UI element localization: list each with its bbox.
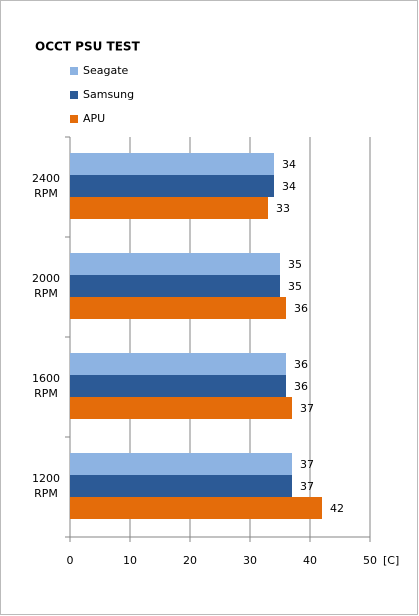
bar (70, 297, 286, 319)
bar (70, 453, 292, 475)
data-label: 34 (282, 180, 296, 193)
legend-label: Seagate (83, 64, 129, 77)
data-label: 34 (282, 158, 296, 171)
data-label: 35 (288, 280, 302, 293)
bar (70, 353, 286, 375)
x-axis-label: [C] (383, 554, 399, 567)
y-tick-label: 2400 RPM (32, 172, 60, 200)
x-tick-label: 40 (303, 554, 317, 567)
data-label: 36 (294, 380, 308, 393)
data-label: 42 (330, 502, 344, 515)
data-label: 36 (294, 302, 308, 315)
data-label: 37 (300, 480, 314, 493)
legend-swatch (70, 67, 78, 75)
legend-label: APU (83, 112, 105, 125)
y-tick-label: 1200 RPM (32, 472, 60, 500)
legend-label: Samsung (83, 88, 134, 101)
x-tick-label: 0 (67, 554, 74, 567)
bar (70, 397, 292, 419)
bar (70, 153, 274, 175)
legend-swatch (70, 115, 78, 123)
data-label: 37 (300, 458, 314, 471)
bar (70, 197, 268, 219)
bar (70, 253, 280, 275)
x-tick-label: 20 (183, 554, 197, 567)
data-label: 35 (288, 258, 302, 271)
bar (70, 475, 292, 497)
bar (70, 497, 322, 519)
data-label: 33 (276, 202, 290, 215)
legend-swatch (70, 91, 78, 99)
y-tick-label: 2000 RPM (32, 272, 60, 300)
bar (70, 175, 274, 197)
y-tick-label: 1600 RPM (32, 372, 60, 400)
bar (70, 375, 286, 397)
chart-title: OCCT PSU TEST (35, 40, 141, 54)
x-tick-label: 10 (123, 554, 137, 567)
data-label: 36 (294, 358, 308, 371)
bar (70, 275, 280, 297)
data-label: 37 (300, 402, 314, 415)
x-tick-label: 50 (363, 554, 377, 567)
x-tick-label: 30 (243, 554, 257, 567)
